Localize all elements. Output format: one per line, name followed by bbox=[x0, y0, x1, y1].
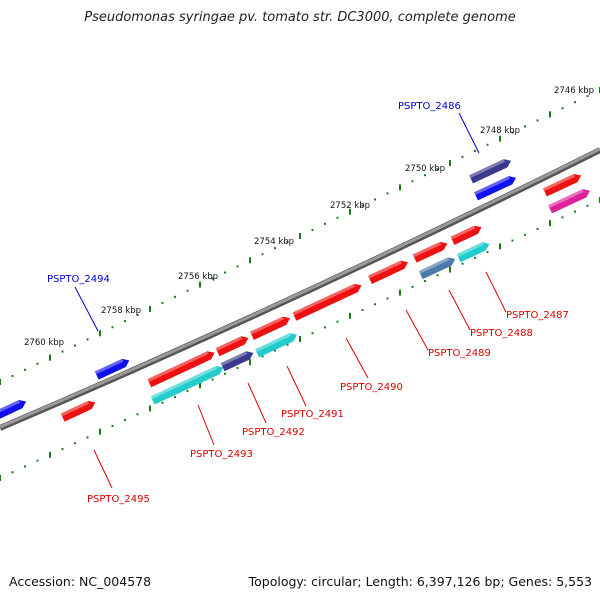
outer-tick-track bbox=[0, 87, 600, 385]
gene-label-pspto-2489[interactable]: PSPTO_2489 bbox=[428, 348, 491, 359]
gene-body bbox=[450, 225, 482, 245]
leader-line bbox=[458, 112, 480, 154]
leader-line bbox=[448, 289, 471, 331]
gene-pspto-2488 bbox=[412, 241, 448, 263]
leader-line bbox=[405, 309, 429, 351]
leader-line bbox=[197, 404, 215, 446]
gene-pspto-2491 bbox=[250, 316, 291, 340]
label-leader-lines bbox=[74, 112, 507, 489]
gene-highlight bbox=[450, 225, 476, 240]
gene-pspto-2487 bbox=[450, 225, 482, 245]
gene-body bbox=[215, 336, 249, 357]
gene-body bbox=[250, 316, 291, 340]
leader-line bbox=[485, 271, 507, 313]
gene-highlight bbox=[368, 260, 402, 279]
gene-body bbox=[94, 358, 130, 380]
gene-pspto-2492-navy bbox=[220, 351, 254, 372]
gene-highlight bbox=[250, 316, 284, 335]
gene-body bbox=[456, 242, 490, 263]
gene-body bbox=[220, 351, 254, 372]
scale-label: 2760 kbp bbox=[24, 338, 64, 348]
gene-body bbox=[469, 159, 511, 184]
gene-edge-blue bbox=[0, 400, 27, 423]
gene-body bbox=[474, 176, 516, 201]
gene-pspto-2486b bbox=[474, 176, 516, 201]
gene-body bbox=[255, 333, 297, 358]
leader-line bbox=[74, 286, 99, 332]
gene-body bbox=[412, 241, 448, 263]
gene-pspto-2486a bbox=[469, 159, 511, 184]
gene-highlight bbox=[94, 358, 124, 375]
gene-pspto-2494 bbox=[94, 358, 130, 380]
gene-label-pspto-2492[interactable]: PSPTO_2492 bbox=[242, 427, 305, 438]
gene-highlight bbox=[0, 400, 21, 418]
gene-label-pspto-2487[interactable]: PSPTO_2487 bbox=[506, 310, 569, 321]
gene-pspto-2495 bbox=[60, 400, 96, 422]
gene-pspto-2487-cyan bbox=[456, 242, 490, 263]
gene-highlight bbox=[215, 336, 243, 351]
gene-label-pspto-2491[interactable]: PSPTO_2491 bbox=[281, 409, 344, 420]
gene-label-pspto-2495[interactable]: PSPTO_2495 bbox=[87, 494, 150, 505]
gene-body bbox=[60, 400, 96, 422]
gene-pspto-2489 bbox=[368, 260, 409, 284]
gene-label-pspto-2494[interactable]: PSPTO_2494 bbox=[47, 274, 110, 285]
gene-highlight bbox=[147, 351, 209, 382]
gene-pspto-2492 bbox=[215, 336, 249, 357]
gene-body bbox=[542, 174, 582, 197]
inner-tick-track bbox=[0, 197, 600, 481]
leader-line bbox=[93, 449, 113, 489]
gene-features bbox=[0, 159, 590, 423]
leader-line bbox=[286, 365, 307, 407]
gene-highlight bbox=[469, 159, 505, 178]
gene-highlight bbox=[418, 257, 450, 274]
gene-body bbox=[292, 283, 362, 321]
gene-body bbox=[418, 257, 456, 280]
gene-label-pspto-2486[interactable]: PSPTO_2486 bbox=[398, 101, 461, 112]
gene-highlight bbox=[255, 333, 291, 352]
gene-magenta bbox=[548, 189, 590, 214]
map-title: Pseudomonas syringae pv. tomato str. DC3… bbox=[84, 10, 516, 25]
gene-highlight bbox=[456, 242, 484, 257]
gene-highlight bbox=[60, 400, 90, 417]
gene-body bbox=[368, 260, 409, 284]
gene-label-pspto-2493[interactable]: PSPTO_2493 bbox=[190, 449, 253, 460]
gene-pspto-2488-steel bbox=[418, 257, 456, 280]
gene-label-pspto-2490[interactable]: PSPTO_2490 bbox=[340, 382, 403, 393]
gene-body bbox=[548, 189, 590, 214]
gene-pspto-2490 bbox=[292, 283, 362, 321]
gene-body bbox=[0, 400, 27, 423]
gene-highlight bbox=[542, 174, 576, 192]
leader-line bbox=[247, 382, 267, 424]
scale-label: 2758 kbp bbox=[101, 306, 141, 316]
scale-label: 2754 kbp bbox=[254, 237, 294, 247]
gene-highlight bbox=[220, 351, 248, 366]
scale-label: 2752 kbp bbox=[330, 201, 370, 211]
scale-label: 2746 kbp bbox=[554, 86, 594, 96]
gene-highlight bbox=[412, 241, 442, 258]
scale-label: 2750 kbp bbox=[405, 164, 445, 174]
gene-highlight bbox=[548, 189, 584, 208]
gene-body bbox=[147, 351, 215, 388]
gene-highlight bbox=[474, 176, 510, 195]
gene-label-pspto-2488[interactable]: PSPTO_2488 bbox=[470, 328, 533, 339]
gene-pspto-2493 bbox=[147, 351, 215, 388]
gene-highlight bbox=[150, 365, 218, 400]
genome-backbone-highlight bbox=[0, 147, 600, 429]
gene-pspto-2491-cyan bbox=[255, 333, 297, 358]
gene-pspto-2493-cyan bbox=[150, 365, 224, 405]
scale-label: 2756 kbp bbox=[178, 272, 218, 282]
genome-backbone bbox=[0, 147, 600, 431]
leader-line bbox=[345, 337, 369, 379]
scale-label: 2748 kbp bbox=[480, 126, 520, 136]
gene-highlight bbox=[292, 283, 356, 316]
accession-text: Accession: NC_004578 bbox=[9, 574, 152, 589]
topology-text: Topology: circular; Length: 6,397,126 bp… bbox=[248, 574, 592, 589]
gene-red bbox=[542, 174, 582, 197]
gene-body bbox=[150, 365, 224, 405]
